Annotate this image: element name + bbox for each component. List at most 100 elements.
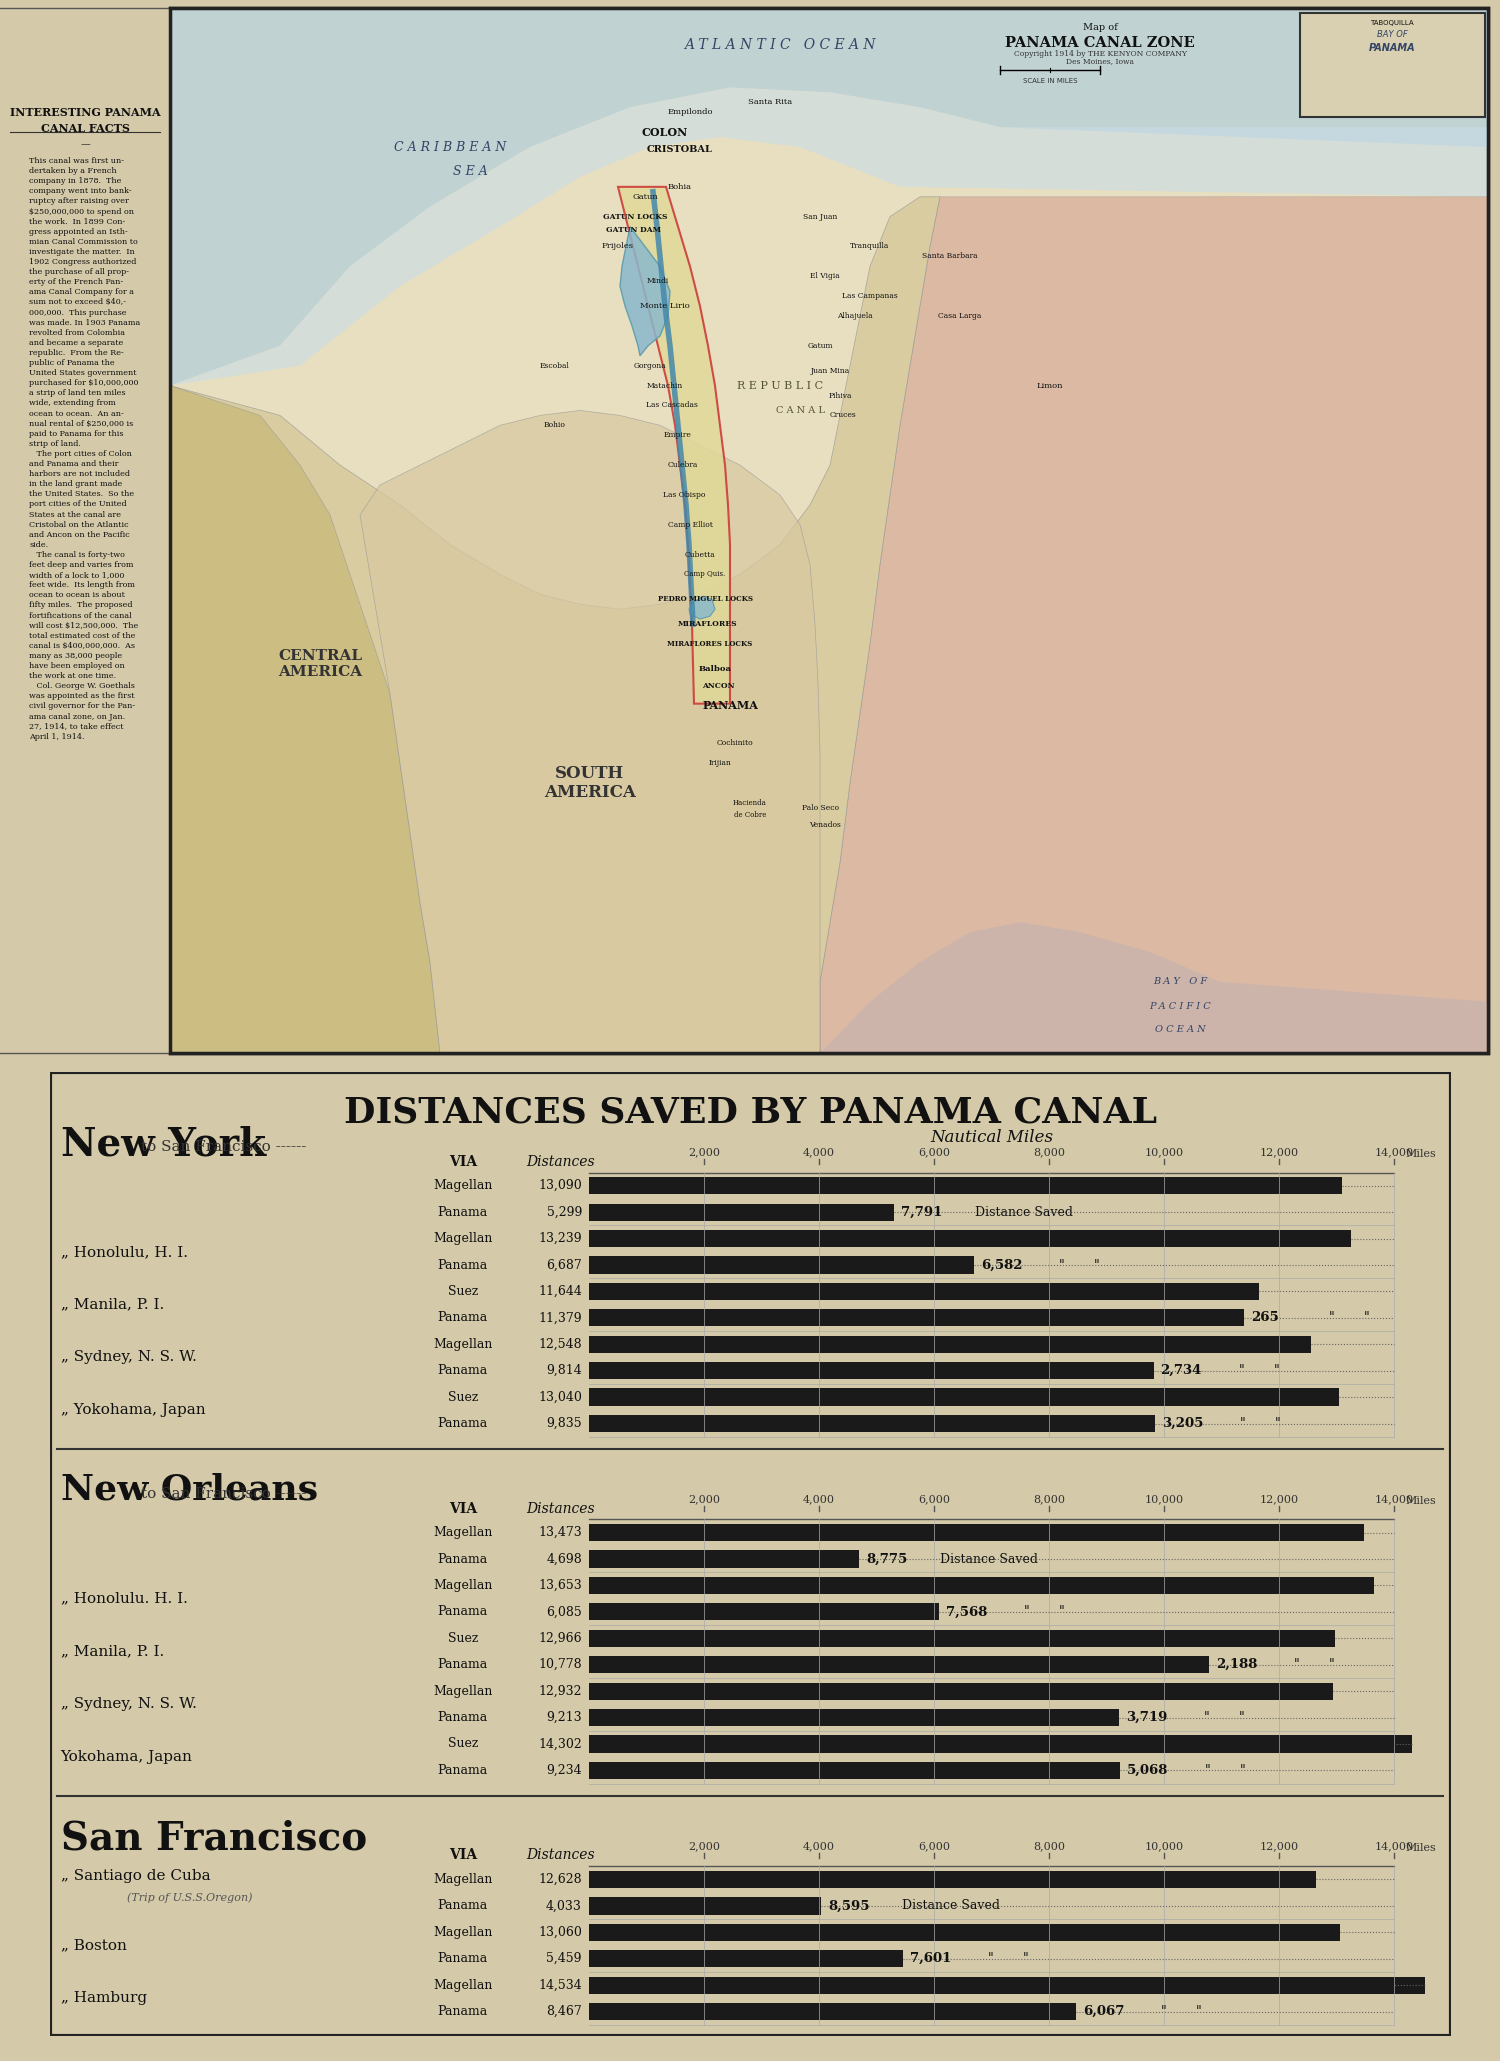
Bar bbox=[590, 1682, 1334, 1700]
Text: Suez: Suez bbox=[447, 1391, 478, 1404]
Text: VIA: VIA bbox=[448, 1502, 477, 1515]
Text: Magellan: Magellan bbox=[433, 1232, 492, 1245]
Text: 13,040: 13,040 bbox=[538, 1391, 582, 1404]
Text: Miles: Miles bbox=[1406, 1496, 1437, 1507]
Text: „ Sydney, N. S. W.: „ Sydney, N. S. W. bbox=[60, 1350, 196, 1364]
Text: VIA: VIA bbox=[448, 1154, 477, 1169]
Polygon shape bbox=[170, 385, 440, 1053]
Text: 2,000: 2,000 bbox=[688, 1840, 720, 1851]
Polygon shape bbox=[170, 87, 1488, 385]
Text: Panama: Panama bbox=[438, 1418, 488, 1430]
Text: „ Manila, P. I.: „ Manila, P. I. bbox=[60, 1645, 164, 1659]
Text: Panama: Panama bbox=[438, 1311, 488, 1325]
Text: 13,653: 13,653 bbox=[538, 1579, 582, 1591]
Text: Casa Larga: Casa Larga bbox=[939, 311, 981, 319]
Text: 12,000: 12,000 bbox=[1260, 1148, 1299, 1158]
Text: 12,548: 12,548 bbox=[538, 1338, 582, 1350]
Text: ": " bbox=[1286, 1659, 1300, 1671]
Polygon shape bbox=[170, 196, 940, 1053]
Text: 12,000: 12,000 bbox=[1260, 1840, 1299, 1851]
Text: ": " bbox=[1233, 1764, 1246, 1777]
Text: 14,000: 14,000 bbox=[1376, 1840, 1414, 1851]
Text: Panama: Panama bbox=[438, 1259, 488, 1272]
Text: ": " bbox=[980, 1952, 994, 1966]
Text: 8,467: 8,467 bbox=[546, 2005, 582, 2018]
Text: Distance Saved: Distance Saved bbox=[970, 1206, 1072, 1218]
Text: ANCON: ANCON bbox=[702, 682, 735, 690]
Text: Hacienda: Hacienda bbox=[734, 800, 766, 808]
Text: ": " bbox=[1356, 1311, 1370, 1325]
Text: A T L A N T I C   O C E A N: A T L A N T I C O C E A N bbox=[684, 37, 876, 52]
Text: ": " bbox=[1154, 2005, 1167, 2018]
Text: Panama: Panama bbox=[438, 1952, 488, 1966]
Text: „ Santiago de Cuba: „ Santiago de Cuba bbox=[60, 1869, 210, 1882]
Text: Miles: Miles bbox=[1406, 1843, 1437, 1853]
Text: ": " bbox=[1052, 1606, 1065, 1618]
Text: 9,835: 9,835 bbox=[546, 1418, 582, 1430]
Text: BAY OF: BAY OF bbox=[1377, 29, 1407, 39]
Polygon shape bbox=[821, 196, 1488, 1053]
Text: Venados: Venados bbox=[808, 820, 842, 829]
Bar bbox=[590, 1550, 859, 1568]
Bar bbox=[590, 1871, 1316, 1888]
Text: 13,239: 13,239 bbox=[538, 1232, 582, 1245]
Text: Panama: Panama bbox=[438, 1711, 488, 1725]
Text: R E P U B L I C: R E P U B L I C bbox=[736, 381, 824, 392]
Text: SOUTH
AMERICA: SOUTH AMERICA bbox=[544, 765, 636, 802]
Text: 10,778: 10,778 bbox=[538, 1659, 582, 1671]
Text: PANAMA: PANAMA bbox=[702, 701, 758, 711]
Text: 3,719: 3,719 bbox=[1126, 1711, 1167, 1725]
Text: Magellan: Magellan bbox=[433, 1979, 492, 1991]
Text: GATUN LOCKS: GATUN LOCKS bbox=[603, 212, 668, 221]
Bar bbox=[590, 1709, 1119, 1727]
Bar bbox=[590, 1898, 820, 1915]
Text: 9,234: 9,234 bbox=[546, 1764, 582, 1777]
Text: DISTANCES SAVED BY PANAMA CANAL: DISTANCES SAVED BY PANAMA CANAL bbox=[344, 1096, 1156, 1129]
Text: Distance Saved: Distance Saved bbox=[936, 1552, 1038, 1566]
Text: 2,000: 2,000 bbox=[688, 1148, 720, 1158]
Text: 5,068: 5,068 bbox=[1126, 1764, 1168, 1777]
Text: 9,814: 9,814 bbox=[546, 1364, 582, 1377]
Text: Panama: Panama bbox=[438, 1364, 488, 1377]
Text: 3,205: 3,205 bbox=[1162, 1418, 1203, 1430]
Text: 8,000: 8,000 bbox=[1034, 1840, 1065, 1851]
Text: 6,000: 6,000 bbox=[918, 1840, 950, 1851]
Text: 6,687: 6,687 bbox=[546, 1259, 582, 1272]
Text: PEDRO MIGUEL LOCKS: PEDRO MIGUEL LOCKS bbox=[658, 596, 753, 604]
Text: CRISTOBAL: CRISTOBAL bbox=[646, 144, 712, 155]
Text: „ Yokohama, Japan: „ Yokohama, Japan bbox=[60, 1404, 206, 1418]
Bar bbox=[590, 1630, 1335, 1647]
Text: Gatun: Gatun bbox=[632, 194, 658, 200]
Bar bbox=[590, 1950, 903, 1968]
Bar bbox=[590, 1362, 1154, 1379]
Text: 9,213: 9,213 bbox=[546, 1711, 582, 1725]
Text: 2,188: 2,188 bbox=[1216, 1659, 1257, 1671]
Bar bbox=[590, 1657, 1209, 1674]
Text: ": " bbox=[1086, 1259, 1100, 1272]
Text: Panama: Panama bbox=[438, 1900, 488, 1913]
Text: 8,000: 8,000 bbox=[1034, 1148, 1065, 1158]
Text: 14,000: 14,000 bbox=[1376, 1148, 1414, 1158]
Text: Nautical Miles: Nautical Miles bbox=[930, 1129, 1053, 1146]
Text: Panama: Panama bbox=[438, 1606, 488, 1618]
Text: 4,033: 4,033 bbox=[546, 1900, 582, 1913]
Text: 6,000: 6,000 bbox=[918, 1494, 950, 1505]
Text: „ Manila, P. I.: „ Manila, P. I. bbox=[60, 1298, 164, 1311]
Polygon shape bbox=[688, 596, 715, 618]
Text: Magellan: Magellan bbox=[433, 1684, 492, 1698]
Bar bbox=[590, 1230, 1350, 1247]
Text: 12,000: 12,000 bbox=[1260, 1494, 1299, 1505]
Text: 4,698: 4,698 bbox=[546, 1552, 582, 1566]
Bar bbox=[590, 1282, 1258, 1300]
Polygon shape bbox=[821, 921, 1488, 1053]
Text: Distances: Distances bbox=[526, 1502, 596, 1515]
Bar bbox=[590, 1976, 1425, 1993]
Text: ": " bbox=[1322, 1659, 1335, 1671]
Text: 8,775: 8,775 bbox=[865, 1552, 907, 1566]
Text: ": " bbox=[1050, 1259, 1065, 1272]
Text: TABOQUILLA: TABOQUILLA bbox=[1370, 21, 1414, 27]
Text: Magellan: Magellan bbox=[433, 1579, 492, 1591]
Text: 10,000: 10,000 bbox=[1144, 1840, 1184, 1851]
Text: 4,000: 4,000 bbox=[802, 1840, 836, 1851]
Text: GATUN DAM: GATUN DAM bbox=[606, 225, 660, 233]
